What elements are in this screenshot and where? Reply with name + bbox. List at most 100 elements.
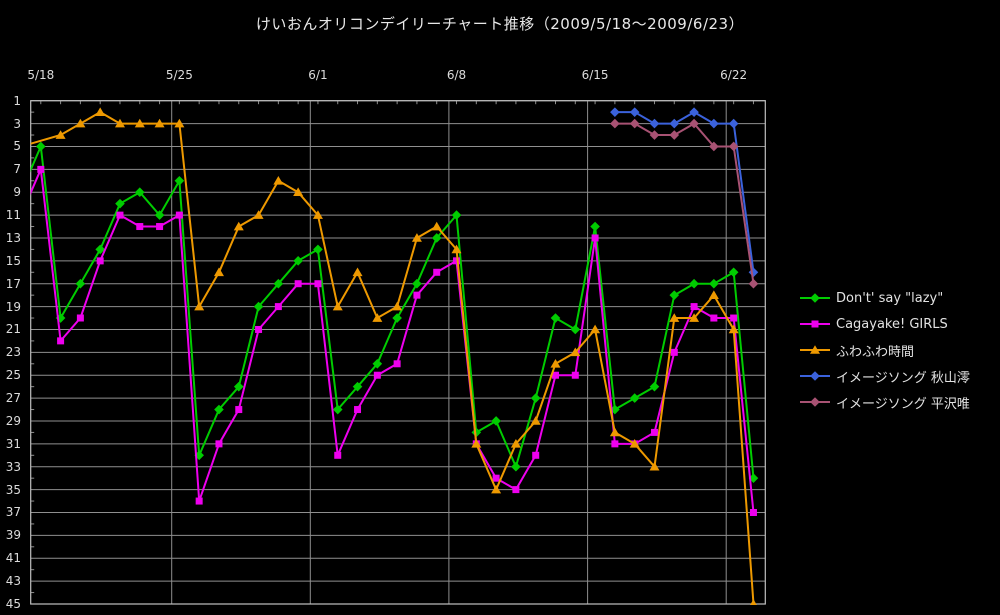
y-tick-label: 35 (5, 482, 21, 497)
data-point-marker (195, 497, 203, 505)
data-point-marker (373, 371, 381, 379)
data-point-marker (730, 314, 738, 322)
data-point-marker (332, 404, 343, 415)
data-point-marker (412, 278, 422, 289)
data-point-marker (728, 267, 739, 278)
data-point-marker (194, 301, 205, 311)
data-point-marker (629, 118, 640, 129)
data-point-marker (709, 141, 719, 152)
data-point-marker (293, 187, 304, 197)
data-point-marker (55, 130, 66, 139)
data-point-marker (213, 267, 224, 277)
data-point-marker (709, 278, 719, 289)
data-point-marker (431, 221, 442, 231)
x-tick-label: 6/8 (446, 68, 467, 82)
data-point-marker (512, 486, 520, 494)
data-point-marker (75, 118, 86, 128)
data-point-marker (253, 210, 264, 219)
data-point-marker (332, 301, 343, 311)
legend-item: イメージソング 秋山澪 (800, 363, 970, 389)
data-point-marker (372, 358, 383, 369)
data-point-marker (134, 187, 145, 198)
y-tick-label: 25 (5, 368, 21, 383)
data-point-marker (114, 118, 125, 128)
x-tick-label: 6/15 (581, 68, 609, 82)
data-point-marker (233, 221, 244, 231)
data-point-marker (728, 324, 739, 334)
y-tick-label: 5 (13, 139, 21, 154)
series-5 (610, 118, 759, 289)
data-point-marker (610, 118, 620, 129)
data-point-marker (689, 313, 700, 322)
data-point-marker (550, 313, 561, 323)
data-point-marker (669, 130, 680, 140)
data-point-marker (411, 233, 422, 242)
plot-border (30, 100, 766, 605)
data-point-marker (649, 381, 660, 392)
y-tick-label: 19 (5, 299, 21, 314)
legend-label: ふわふわ時間 (836, 344, 915, 360)
data-point-marker (314, 280, 322, 288)
data-point-marker (689, 118, 699, 129)
y-tick-label: 23 (5, 345, 21, 360)
y-tick-label: 29 (5, 413, 21, 428)
legend-swatch-diamond-icon (800, 293, 830, 303)
data-point-marker (96, 257, 104, 265)
data-point-marker (235, 406, 243, 414)
legend-swatch-diamond-icon (800, 397, 830, 407)
data-point-marker (570, 347, 581, 357)
data-point-marker (550, 358, 561, 368)
data-point-marker (629, 439, 640, 448)
data-point-marker (174, 118, 185, 128)
legend-item: Cagayake! GIRLS (800, 311, 970, 337)
y-tick-label: 11 (5, 208, 21, 223)
data-point-marker (629, 107, 640, 117)
y-tick-label: 27 (5, 391, 21, 406)
data-point-marker (352, 381, 363, 392)
data-point-marker (76, 314, 84, 322)
data-point-marker (352, 267, 363, 277)
series-line (30, 145, 755, 479)
data-point-marker (134, 118, 145, 128)
data-point-marker (491, 484, 502, 494)
data-point-marker (571, 371, 579, 379)
data-point-marker (312, 210, 323, 219)
data-point-marker (611, 440, 619, 448)
legend-item: イメージソング 平沢唯 (800, 389, 970, 415)
data-point-marker (95, 107, 106, 116)
data-point-marker (728, 118, 739, 129)
data-point-marker (748, 267, 759, 278)
data-point-marker (253, 301, 264, 312)
data-point-marker (649, 118, 660, 129)
legend-label: Don't' say "lazy" (836, 290, 944, 306)
data-point-marker (116, 211, 124, 219)
data-point-marker (36, 141, 46, 152)
data-point-marker (273, 278, 284, 289)
data-point-marker (749, 508, 757, 516)
y-tick-label: 43 (5, 574, 21, 589)
series-2 (30, 165, 757, 516)
legend-swatch-diamond-icon (800, 371, 830, 381)
data-point-marker (37, 165, 45, 173)
legend: Don't' say "lazy" Cagayake! GIRLS ふわふわ時間イメ… (800, 285, 970, 415)
data-point-marker (610, 107, 620, 117)
y-tick-label: 7 (13, 162, 21, 177)
data-point-marker (392, 313, 402, 323)
data-point-marker (511, 461, 521, 472)
data-point-marker (629, 393, 640, 403)
data-point-marker (115, 198, 125, 209)
data-point-marker (650, 428, 658, 436)
legend-label: イメージソング 平沢唯 (836, 396, 970, 412)
y-tick-label: 33 (5, 459, 21, 474)
x-tick-label: 6/1 (308, 68, 328, 82)
data-point-marker (590, 221, 600, 232)
data-point-marker (95, 244, 105, 255)
chart-title: けいおんオリコンデイリーチャート推移（2009/5/18～2009/6/23） (255, 15, 745, 33)
data-point-marker (750, 599, 757, 605)
y-tick-label: 17 (5, 276, 21, 291)
data-point-marker (274, 303, 282, 311)
data-point-marker (174, 175, 185, 186)
data-point-marker (154, 210, 165, 220)
